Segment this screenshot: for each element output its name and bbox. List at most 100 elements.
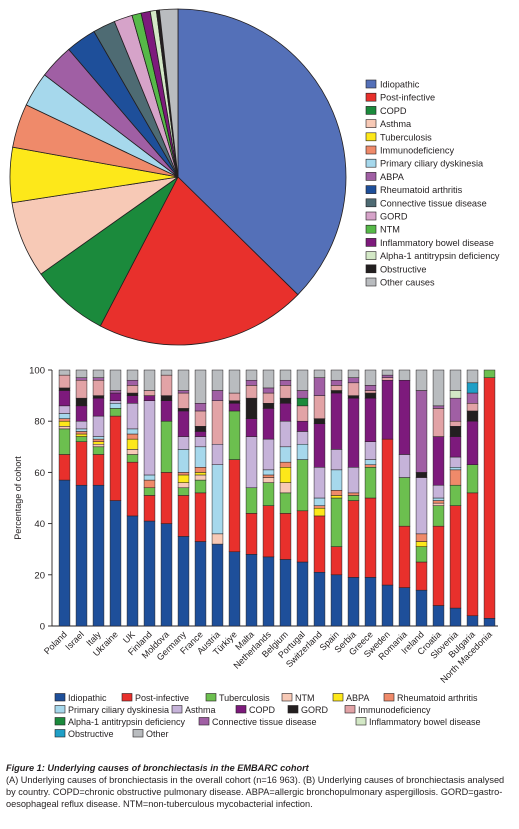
bar-legend-swatch	[171, 705, 183, 714]
bar-segment-primary-ciliary-dyskinesia	[143, 474, 156, 481]
bar-segment-copd	[143, 395, 156, 401]
bar-legend-label: Primary ciliary dyskinesia	[68, 705, 169, 715]
bar-segment-tuberculosis	[432, 505, 445, 527]
bar-segment-gord	[466, 410, 479, 422]
bar-greece	[364, 369, 377, 627]
bar-segment-tuberculosis	[483, 369, 496, 378]
pie-legend-label: Obstructive	[380, 264, 426, 274]
bar-segment-rheumatoid-arthritis	[449, 469, 462, 486]
bar-legend-swatch	[54, 693, 66, 702]
y-tick-label: 60	[34, 468, 45, 479]
bar-poland	[58, 369, 71, 627]
bar-segment-connective-tissue-disease	[449, 397, 462, 422]
pie-legend-label: ABPA	[380, 172, 405, 182]
pie-legend-item-tuberculosis: Tuberculosis	[365, 132, 432, 142]
bar-segment-gord	[347, 395, 360, 399]
bar-legend-label: Connective tissue disease	[212, 717, 317, 727]
bar-segment-asthma	[415, 477, 428, 535]
bar-segment-other	[432, 369, 445, 407]
bar-legend-item-alpha-1-antitrypsin-deficiency: Alpha-1 antitrypsin deficiency	[54, 717, 186, 727]
bar-segment-abpa	[330, 495, 343, 499]
pie-legend-label: NTM	[380, 225, 400, 235]
bar-segment-primary-ciliary-dyskinesia	[194, 446, 207, 468]
bar-legend-swatch	[54, 717, 66, 726]
bar-segment-asthma	[432, 484, 445, 499]
bar-segment-idiopathic	[381, 584, 394, 627]
bar-segment-idiopathic	[398, 587, 411, 627]
bar-bulgaria	[466, 369, 479, 627]
bar-legend-label: Tuberculosis	[219, 693, 270, 703]
bar-legend-item-asthma: Asthma	[171, 705, 216, 715]
pie-slice-other-causes	[158, 8, 179, 178]
bar-legend-swatch	[132, 729, 144, 738]
pie-legend-label: Asthma	[380, 119, 412, 129]
bar-segment-ntm	[92, 443, 105, 448]
bar-legend-swatch	[383, 693, 395, 702]
bar-segment-other	[228, 369, 241, 394]
bar-segment-rheumatoid-arthritis	[415, 533, 428, 542]
bar-segment-connective-tissue-disease	[126, 379, 139, 386]
bar-segment-immunodeficiency	[177, 392, 190, 409]
pie-legend-swatch	[365, 106, 377, 115]
bar-segment-immunodeficiency	[58, 374, 71, 389]
bar-legend-item-connective-tissue-disease: Connective tissue disease	[198, 717, 317, 727]
bar-segment-tuberculosis	[228, 410, 241, 460]
bar-ukraine	[109, 369, 122, 627]
bar-segment-tuberculosis	[279, 492, 292, 514]
bar-legend-swatch	[121, 693, 133, 702]
pie-slices	[9, 8, 347, 346]
pie-legend-swatch	[365, 172, 377, 181]
bar-segment-idiopathic	[347, 577, 360, 627]
bar-segment-copd	[432, 436, 445, 486]
bar-segment-post-infective	[279, 513, 292, 560]
bar-legend-label: Inflammatory bowel disease	[369, 717, 481, 727]
bar-segment-idiopathic	[177, 536, 190, 627]
bar-segment-connective-tissue-disease	[296, 390, 309, 399]
bar-segment-ntm	[177, 482, 190, 489]
pie-chart: Idiopathic Post-infective COPD Asthma Tuberc…	[9, 8, 500, 346]
bar-uk	[126, 369, 139, 627]
bar-segment-asthma	[364, 441, 377, 460]
bar-segment-tuberculosis	[143, 487, 156, 496]
bar-portugal	[296, 369, 309, 627]
bar-segment-tuberculosis	[398, 477, 411, 527]
bar-netherlands	[262, 369, 275, 627]
bar-segment-idiopathic	[75, 484, 88, 627]
pie-legend-swatch	[365, 224, 377, 234]
bar-segment-abpa	[58, 420, 71, 427]
bar-segment-copd	[313, 423, 326, 468]
bar-segment-gord	[415, 472, 428, 478]
bar-segment-immunodeficiency	[381, 377, 394, 381]
bar-segment-idiopathic	[245, 554, 258, 627]
bar-sweden	[381, 369, 394, 627]
bar-segment-tuberculosis	[177, 487, 190, 496]
bar-segment-copd	[245, 418, 258, 437]
bar-legend-item-immunodeficiency: Immunodeficiency	[344, 705, 431, 715]
bar-segment-rheumatoid-arthritis	[58, 418, 71, 422]
bar-segment-rheumatoid-arthritis	[194, 467, 207, 473]
pie-legend-swatch	[365, 145, 377, 155]
bar-segment-rheumatoid-arthritis	[347, 492, 360, 496]
bar-segment-other	[449, 369, 462, 391]
bar-segment-copd	[92, 397, 105, 417]
bar-segment-idiopathic	[228, 551, 241, 627]
bar-segment-asthma	[398, 454, 411, 478]
bar-segment-other	[58, 369, 71, 376]
bar-segment-tuberculosis	[75, 436, 88, 442]
bar-legend-swatch	[355, 717, 367, 726]
bar-segment-primary-ciliary-dyskinesia	[313, 497, 326, 506]
bar-segment-idiopathic	[194, 541, 207, 627]
bar-segment-ntm	[211, 533, 224, 545]
bar-segment-copd	[296, 420, 309, 432]
bar-segment-copd	[330, 392, 343, 450]
bar-segment-other	[330, 369, 343, 381]
bar-segment-idiopathic	[330, 574, 343, 627]
x-tick-label-israel: Israel	[63, 629, 86, 652]
bar-legend-item-post-infective: Post-infective	[121, 693, 189, 703]
bar-segment-connective-tissue-disease	[330, 379, 343, 386]
pie-legend-label: Rheumatoid arthritis	[380, 185, 463, 195]
bar-segment-other	[211, 369, 224, 391]
bar-segment-tuberculosis	[449, 484, 462, 506]
pie-slice-idiopathic	[177, 8, 347, 296]
